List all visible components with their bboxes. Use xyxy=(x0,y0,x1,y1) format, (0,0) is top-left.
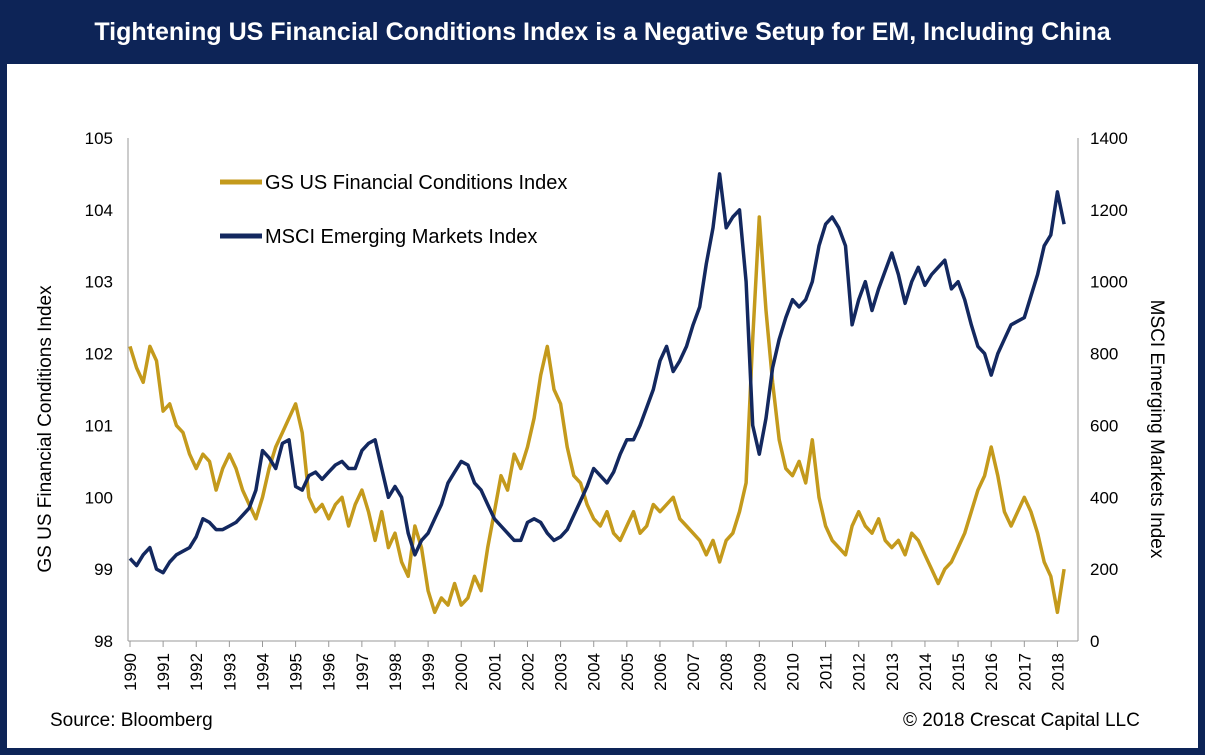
left-tick-label: 98 xyxy=(94,632,113,651)
right-tick-label: 600 xyxy=(1090,416,1118,435)
x-tick-label: 2002 xyxy=(518,653,537,691)
right-tick-label: 1000 xyxy=(1090,273,1128,292)
x-tick-label: 1995 xyxy=(287,653,306,691)
x-tick-label: 1992 xyxy=(187,653,206,691)
copyright-note: © 2018 Crescat Capital LLC xyxy=(903,710,1140,731)
x-tick-label: 1998 xyxy=(386,653,405,691)
x-tick-label: 1997 xyxy=(353,653,372,691)
legend: GS US Financial Conditions Index MSCI Em… xyxy=(220,172,567,248)
left-tick-label: 103 xyxy=(85,273,113,292)
axes xyxy=(127,138,1079,642)
left-tick-label: 102 xyxy=(85,345,113,364)
series-line-msci-em xyxy=(128,172,1066,575)
series-lines xyxy=(128,172,1066,615)
left-tick-label: 99 xyxy=(94,560,113,579)
right-tick-label: 800 xyxy=(1090,345,1118,364)
legend-label-msci: MSCI Emerging Markets Index xyxy=(265,226,537,248)
right-tick-label: 200 xyxy=(1090,560,1118,579)
x-tick-label: 2000 xyxy=(452,653,471,691)
x-tick-label: 2014 xyxy=(916,653,935,691)
chart-panel: 98 99 100 101 102 103 104 105 0 200 400 600 800 1000… xyxy=(7,64,1198,748)
x-tick-label: 2012 xyxy=(850,653,869,691)
right-tick-label: 400 xyxy=(1090,488,1118,507)
right-tick-label: 1400 xyxy=(1090,129,1128,148)
right-tick-label: 0 xyxy=(1090,632,1099,651)
x-tick-label: 1999 xyxy=(419,653,438,691)
x-tick-label: 1991 xyxy=(154,653,173,691)
x-tick-label: 2009 xyxy=(750,653,769,691)
x-tick-label: 2004 xyxy=(585,653,604,691)
x-tick-label: 1993 xyxy=(220,653,239,691)
series-line-gs-fci xyxy=(128,215,1066,615)
left-tick-label: 100 xyxy=(85,488,113,507)
x-tick-label: 2008 xyxy=(717,653,736,691)
left-axis-label: GS US Financial Conditions Index xyxy=(35,285,56,573)
x-tick-label: 2016 xyxy=(982,653,1001,691)
left-axis-ticks: 98 99 100 101 102 103 104 105 xyxy=(85,129,113,651)
legend-label-gs: GS US Financial Conditions Index xyxy=(265,172,567,194)
x-tick-label: 2011 xyxy=(817,653,836,690)
x-tick-label: 2015 xyxy=(949,653,968,691)
x-tick-label: 2010 xyxy=(783,653,802,691)
left-tick-label: 105 xyxy=(85,129,113,148)
line-chart: 98 99 100 101 102 103 104 105 0 200 400 600 800 1000… xyxy=(35,129,1167,691)
x-tick-label: 2003 xyxy=(552,653,571,691)
source-note: Source: Bloomberg xyxy=(50,710,213,731)
x-axis-ticks: 1990 1991 1992 1993 1994 1995 1996 1997 1998 1999… xyxy=(121,641,1067,691)
right-axis-ticks: 0 200 400 600 800 1000 1200 1400 xyxy=(1090,129,1128,651)
right-tick-label: 1200 xyxy=(1090,201,1128,220)
x-tick-label: 2007 xyxy=(684,653,703,691)
x-tick-label: 1990 xyxy=(121,653,140,691)
x-tick-label: 2005 xyxy=(618,653,637,691)
x-tick-label: 2006 xyxy=(651,653,670,691)
x-tick-label: 2018 xyxy=(1048,653,1067,691)
x-tick-label: 2013 xyxy=(883,653,902,691)
x-tick-label: 1996 xyxy=(320,653,339,691)
left-tick-label: 104 xyxy=(85,201,113,220)
right-axis-label: MSCI Emerging Markets Index xyxy=(1146,300,1167,559)
x-tick-label: 2001 xyxy=(485,653,504,691)
chart-title: Tightening US Financial Conditions Index… xyxy=(94,17,1111,46)
x-tick-label: 2017 xyxy=(1015,653,1034,691)
left-tick-label: 101 xyxy=(85,416,113,435)
x-tick-label: 1994 xyxy=(253,653,272,691)
